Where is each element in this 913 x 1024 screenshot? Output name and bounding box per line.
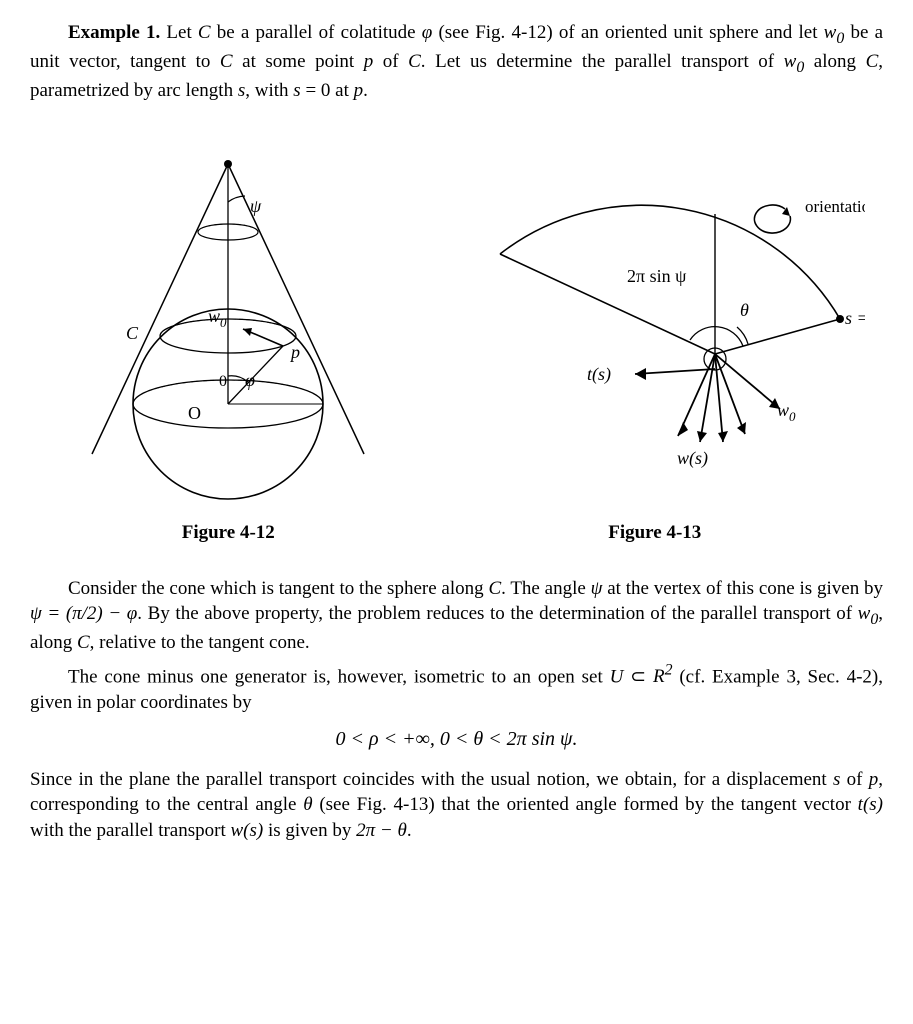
- var-ts: t(s): [858, 794, 883, 815]
- var-C: C: [866, 51, 879, 72]
- label-O: O: [188, 403, 201, 423]
- paragraph-conclusion: Since in the plane the parallel transpor…: [30, 767, 883, 844]
- paragraph-cone: Consider the cone which is tangent to th…: [30, 576, 883, 656]
- var-p: p: [364, 51, 374, 72]
- text: (see Fig. 4-13) that the oriented angle …: [313, 794, 858, 815]
- var-R2: R2: [653, 666, 673, 687]
- text: . Let us determine the parallel transpor…: [421, 51, 784, 72]
- text: , with: [245, 80, 293, 101]
- label-zero: 0: [219, 373, 227, 390]
- var-phi: φ: [422, 22, 433, 43]
- text: Since in the plane the parallel transpor…: [30, 769, 833, 790]
- var-s: s: [293, 80, 300, 101]
- label-2pisinpsi: 2π sin ψ: [627, 266, 687, 286]
- var-C: C: [408, 51, 421, 72]
- label-p: p: [289, 342, 300, 362]
- text: .: [407, 820, 412, 841]
- text: . The angle: [501, 578, 590, 599]
- example-label: Example 1.: [68, 22, 160, 43]
- text: Let: [166, 22, 198, 43]
- text: = 0 at: [301, 80, 354, 101]
- text: at some point: [233, 51, 364, 72]
- figure-4-12: ψ w0 C p φ 0 O Figure 4-12: [48, 124, 408, 546]
- var-w0: w0: [858, 603, 879, 624]
- expr: 2π − θ: [356, 820, 407, 841]
- var-w0: w0: [824, 22, 845, 43]
- var-p: p: [354, 80, 364, 101]
- figure-4-13-caption: Figure 4-13: [608, 520, 701, 546]
- eq: ψ = (π/2) − φ: [30, 603, 137, 624]
- var-U: U: [610, 666, 624, 687]
- label-ts: t(s): [587, 364, 611, 385]
- var-w0: w0: [784, 51, 805, 72]
- text: .: [363, 80, 368, 101]
- figure-4-12-caption: Figure 4-12: [182, 520, 275, 546]
- var-C: C: [220, 51, 233, 72]
- figure-4-13: orientation 2π sin ψ θ s = 0 t(s) w0 w(s…: [445, 154, 865, 546]
- label-psi: ψ: [250, 196, 262, 216]
- label-phi: φ: [245, 370, 255, 390]
- figures-row: ψ w0 C p φ 0 O Figure 4-12: [30, 124, 883, 546]
- figure-4-13-svg: orientation 2π sin ψ θ s = 0 t(s) w0 w(s…: [445, 154, 865, 514]
- label-theta: θ: [740, 300, 749, 320]
- math-inequalities: 0 < ρ < +∞, 0 < θ < 2π sin ψ.: [336, 728, 578, 750]
- var-C: C: [77, 632, 90, 653]
- label-ws: w(s): [677, 448, 708, 469]
- display-equation: 0 < ρ < +∞, 0 < θ < 2π sin ψ.: [30, 726, 883, 753]
- text: is given by: [263, 820, 356, 841]
- var-psi: ψ: [591, 578, 603, 599]
- paragraph-isometric: The cone minus one generator is, however…: [30, 660, 883, 716]
- text: , relative to the tangent cone.: [90, 632, 310, 653]
- text: along: [804, 51, 865, 72]
- label-s0: s = 0: [845, 308, 865, 328]
- text: be a parallel of colatitude: [211, 22, 422, 43]
- var-theta: θ: [303, 794, 312, 815]
- label-orientation: orientation: [805, 197, 865, 216]
- text: Consider the cone which is tangent to th…: [68, 578, 488, 599]
- text: of: [373, 51, 408, 72]
- text: at the vertex of this cone is given by: [602, 578, 883, 599]
- example-intro-paragraph: Example 1. Let C be a parallel of colati…: [30, 20, 883, 104]
- var-C: C: [198, 22, 211, 43]
- var-C: C: [488, 578, 501, 599]
- var-p: p: [869, 769, 879, 790]
- text: with the parallel transport: [30, 820, 231, 841]
- figure-4-12-svg: ψ w0 C p φ 0 O: [48, 124, 408, 514]
- label-w0: w0: [777, 400, 796, 424]
- text: of: [840, 769, 868, 790]
- text: . By the above property, the problem red…: [137, 603, 857, 624]
- var-ws: w(s): [231, 820, 264, 841]
- text: (see Fig. 4-12) of an oriented unit sphe…: [432, 22, 823, 43]
- subset: ⊂: [623, 666, 653, 687]
- label-C: C: [126, 323, 139, 343]
- text: The cone minus one generator is, however…: [68, 666, 610, 687]
